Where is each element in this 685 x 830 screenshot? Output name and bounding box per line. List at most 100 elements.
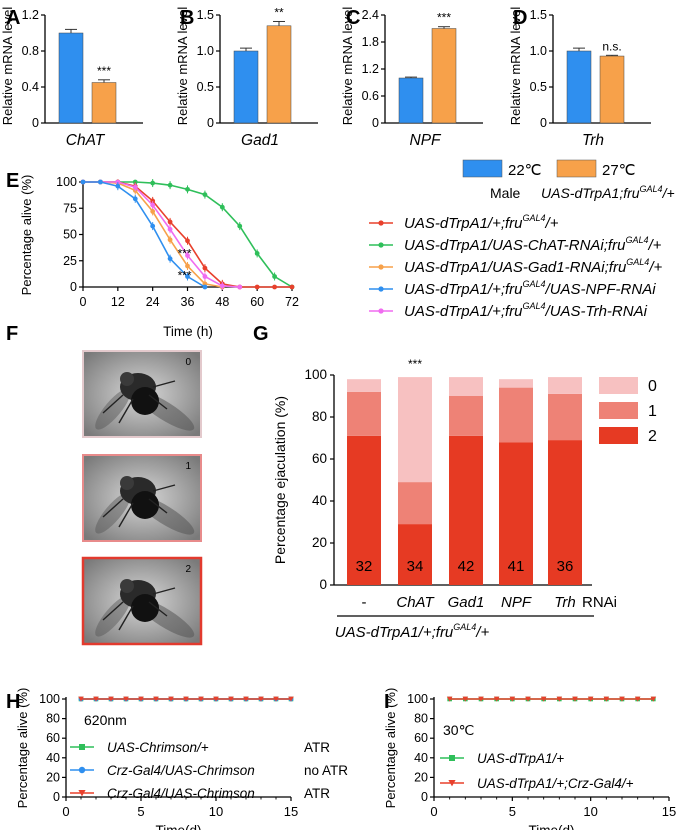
y-tick-label: 75: [63, 201, 77, 215]
survival-point: [446, 696, 453, 702]
y-tick-label: 20: [312, 535, 327, 550]
survival-point: [556, 696, 563, 702]
stacked-bar-segment: [548, 393, 582, 441]
y-tick-label: 0: [319, 577, 327, 592]
stacked-bar-segment: [398, 524, 432, 585]
legend-label-22c: 22℃: [508, 162, 542, 179]
legend-swatch: [599, 377, 638, 394]
panel-label-a: A: [6, 7, 20, 29]
x-axis-title: Gad1: [241, 132, 279, 149]
x-tick-label: 36: [181, 295, 195, 309]
legend-label: UAS-dTrpA1/+;fruGAL4/UAS-NPF-RNAi: [404, 279, 656, 298]
x-tick-label: 24: [146, 295, 160, 309]
photo-score-label: 0: [185, 357, 191, 368]
y-tick-label: 0.5: [197, 80, 214, 94]
panel-label-e: E: [6, 170, 19, 192]
bar: [58, 32, 84, 124]
fly-wing: [95, 388, 131, 430]
stacked-bar-segment: [499, 442, 533, 585]
fly-leg: [118, 605, 134, 631]
legend-suffix: ATR: [304, 740, 330, 755]
stacked-bar-segment: [347, 379, 381, 392]
category-label: ChAT: [396, 594, 435, 611]
survival-point: [272, 284, 277, 290]
legend-marker: [79, 744, 85, 750]
stacked-bar-segment: [449, 435, 483, 585]
survival-point: [525, 696, 531, 702]
legend-label-27c: 27℃: [602, 162, 636, 179]
panel-label-h: H: [6, 691, 20, 713]
fly-leg: [118, 398, 134, 424]
survival-point: [493, 696, 500, 702]
fly-wing: [95, 492, 131, 534]
sample-size-label: 42: [458, 558, 475, 575]
survival-point: [123, 696, 129, 702]
x-axis-title: Time(d): [529, 823, 575, 830]
survival-point: [634, 696, 641, 702]
significance-label: ***: [178, 268, 192, 282]
survival-point: [273, 696, 279, 702]
y-tick-label: 60: [414, 731, 428, 745]
significance-label: n.s.: [602, 39, 621, 53]
y-tick-label: 2.4: [362, 8, 379, 22]
survival-point: [132, 179, 138, 185]
survival-point: [254, 284, 260, 290]
legend-suffix: no ATR: [304, 763, 348, 778]
y-axis-title: Percentage alive (%): [19, 175, 34, 296]
x-axis-title: Trh: [582, 132, 604, 149]
y-tick-label: 100: [304, 367, 327, 382]
legend-label: UAS-dTrpA1/+;Crz-Gal4/+: [477, 776, 634, 791]
legend-label: UAS-dTrpA1/UAS-ChAT-RNAi;fruGAL4/+: [404, 235, 662, 254]
significance-label: ***: [437, 11, 451, 25]
category-label: NPF: [501, 594, 532, 611]
survival-point: [289, 284, 295, 290]
legend-marker: [378, 220, 384, 226]
survival-point: [108, 696, 114, 702]
stacked-bar-segment: [398, 482, 432, 525]
panel-b-gad1-expression: 0 0.5 1.0 1.5 Relative mRNA level ** Gad1: [175, 5, 318, 149]
y-tick-label: 1.0: [530, 44, 547, 58]
y-axis-title: Relative mRNA level: [340, 7, 355, 126]
legend-swatch: [599, 427, 638, 444]
sample-size-label: 41: [508, 558, 525, 575]
survival-point: [650, 696, 657, 702]
survival-point: [93, 696, 99, 702]
y-tick-label: 1.8: [362, 35, 379, 49]
legend-label: UAS-dTrpA1/+;fruGAL4/UAS-Trh-RNAi: [404, 301, 648, 320]
survival-point: [587, 696, 594, 702]
y-tick-label: 0: [53, 790, 60, 804]
y-tick-label: 25: [63, 254, 77, 268]
y-tick-label: 0.4: [22, 80, 39, 94]
y-tick-label: 0: [32, 116, 39, 130]
y-tick-label: 80: [46, 712, 60, 726]
legend-label: UAS-dTrpA1/+;fruGAL4/+: [404, 213, 559, 232]
fly-leg: [148, 601, 168, 617]
panel-d-trh-expression: 0 0.5 1.0 1.5 Relative mRNA level n.s. Trh: [508, 7, 651, 149]
survival-point: [243, 696, 249, 702]
y-axis-title: Percentage alive (%): [15, 688, 30, 809]
legend-label: Crz-Gal4/UAS-Chrimson: [107, 786, 255, 801]
bar: [266, 25, 292, 124]
x-axis-title: ChAT: [66, 132, 106, 149]
y-tick-label: 50: [63, 228, 77, 242]
stacked-bar-segment: [499, 387, 533, 443]
fly-head: [120, 476, 134, 490]
y-tick-label: 0: [372, 116, 379, 130]
survival-point: [462, 696, 469, 702]
panel-c-npf-expression: 0 0.6 1.2 1.8 2.4 Relative mRNA level *** NPF: [340, 7, 483, 149]
survival-point: [258, 696, 264, 702]
y-tick-label: 40: [414, 751, 428, 765]
x-tick-label: 48: [215, 295, 229, 309]
male-label: Male: [490, 185, 521, 201]
legend-label: Crz-Gal4/UAS-Chrimson: [107, 763, 255, 778]
fly-abdomen: [131, 491, 159, 519]
survival-line: [83, 181, 206, 288]
x-tick-label: 72: [285, 295, 299, 309]
y-tick-label: 20: [414, 770, 428, 784]
legend-label: UAS-dTrpA1/UAS-Gad1-RNAi;fruGAL4/+: [404, 257, 662, 276]
panel-label-b: B: [180, 7, 194, 29]
panel-f-ejaculation-photos: 0 1 2: [81, 350, 203, 646]
survival-point: [228, 696, 234, 702]
fly-leg: [118, 502, 134, 528]
